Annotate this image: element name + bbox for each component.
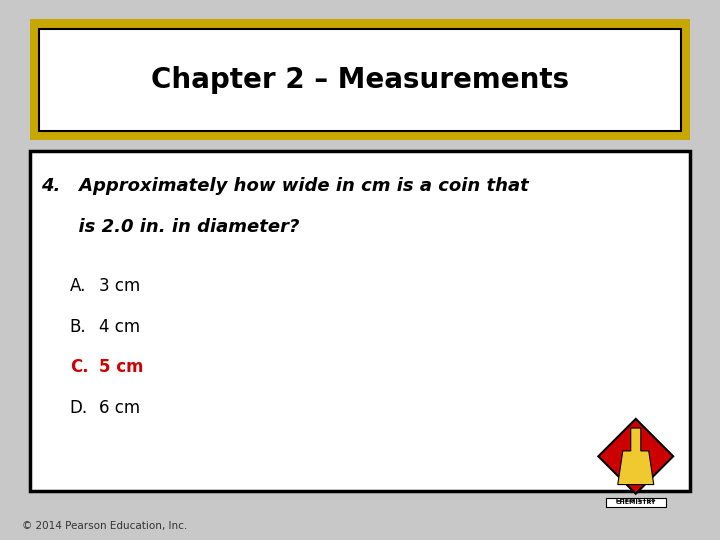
Text: CHEMISTRY: CHEMISTRY	[616, 498, 656, 503]
FancyBboxPatch shape	[30, 151, 690, 491]
Text: 4.   Approximately how wide in cm is a coin that: 4. Approximately how wide in cm is a coi…	[41, 177, 528, 195]
FancyBboxPatch shape	[39, 29, 681, 131]
Text: A.: A.	[70, 277, 86, 295]
Polygon shape	[598, 419, 673, 494]
Text: Chapter 2 – Measurements: Chapter 2 – Measurements	[151, 66, 569, 93]
Text: 6 cm: 6 cm	[99, 399, 140, 417]
Text: is 2.0 in. in diameter?: is 2.0 in. in diameter?	[41, 218, 300, 236]
Text: 3 cm: 3 cm	[99, 277, 140, 295]
Text: B.: B.	[70, 318, 86, 336]
Text: C.: C.	[70, 358, 89, 376]
Text: CHEMISTRY: CHEMISTRY	[616, 501, 656, 505]
FancyBboxPatch shape	[606, 497, 666, 507]
FancyBboxPatch shape	[30, 19, 690, 140]
Polygon shape	[618, 428, 654, 484]
Text: 4 cm: 4 cm	[99, 318, 140, 336]
Text: 5 cm: 5 cm	[99, 358, 143, 376]
Text: D.: D.	[70, 399, 88, 417]
Text: © 2014 Pearson Education, Inc.: © 2014 Pearson Education, Inc.	[22, 522, 187, 531]
